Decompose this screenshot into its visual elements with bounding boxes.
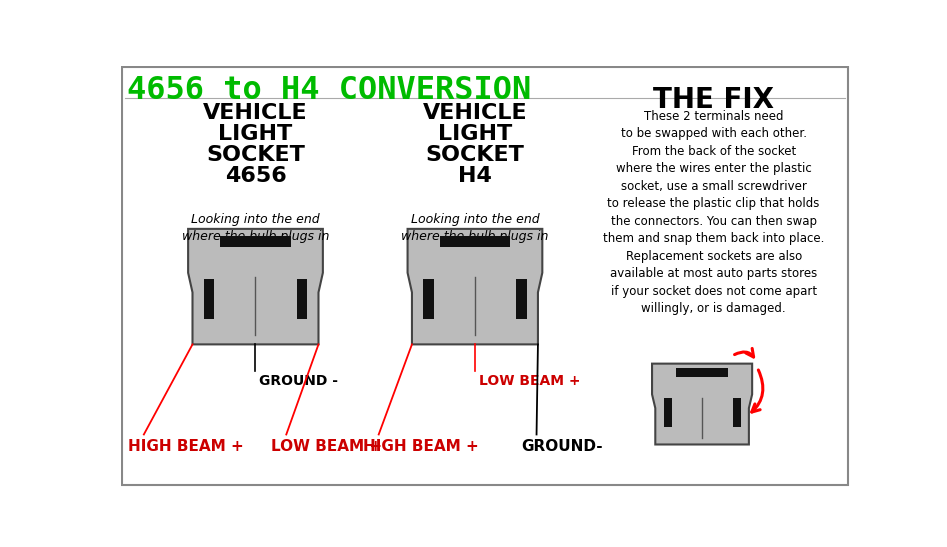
Text: GROUND-: GROUND- (521, 439, 603, 454)
Bar (296, 278, 308, 319)
Bar (423, 278, 434, 319)
FancyArrowPatch shape (752, 370, 763, 412)
Text: Looking into the end
where the bulb plugs in: Looking into the end where the bulb plug… (402, 213, 548, 243)
Bar (204, 278, 214, 319)
Text: HIGH BEAM +: HIGH BEAM + (129, 439, 244, 454)
Polygon shape (407, 229, 543, 345)
Polygon shape (652, 364, 752, 445)
Text: LOW BEAM +: LOW BEAM + (479, 374, 581, 388)
Text: LOW BEAM +: LOW BEAM + (271, 439, 382, 454)
Bar (440, 236, 510, 247)
Text: VEHICLE
LIGHT
SOCKET
4656: VEHICLE LIGHT SOCKET 4656 (204, 103, 308, 186)
Text: THE FIX: THE FIX (653, 86, 774, 114)
Bar (676, 369, 728, 376)
Polygon shape (188, 229, 323, 345)
Bar (733, 398, 741, 427)
Text: HIGH BEAM +: HIGH BEAM + (364, 439, 479, 454)
FancyArrowPatch shape (735, 348, 754, 357)
Text: 4656 to H4 CONVERSION: 4656 to H4 CONVERSION (127, 75, 531, 106)
Text: VEHICLE
LIGHT
SOCKET
H4: VEHICLE LIGHT SOCKET H4 (422, 103, 527, 186)
Bar (664, 398, 671, 427)
Text: GROUND -: GROUND - (259, 374, 338, 388)
Text: These 2 terminals need
to be swapped with each other.
From the back of the socke: These 2 terminals need to be swapped wit… (603, 109, 824, 315)
Text: Looking into the end
where the bulb plugs in: Looking into the end where the bulb plug… (182, 213, 330, 243)
Bar (221, 236, 291, 247)
Bar (516, 278, 527, 319)
